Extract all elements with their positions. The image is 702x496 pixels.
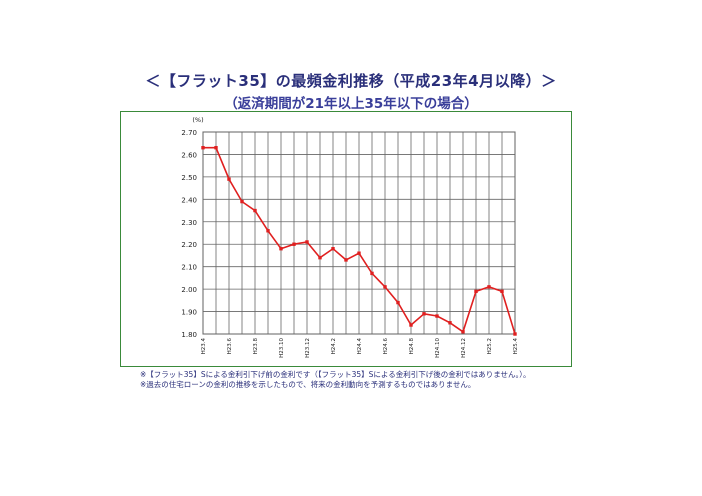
x-tick-label: H23.12 <box>305 338 311 358</box>
data-point <box>448 321 452 325</box>
chart-frame <box>120 111 572 367</box>
data-point <box>500 289 504 294</box>
data-point <box>214 146 218 150</box>
page-subtitle: （返済期間が21年以上35年以下の場合） <box>224 96 478 112</box>
x-tick-label: H24.6 <box>383 338 389 355</box>
x-tick-label: H23.6 <box>227 338 233 355</box>
data-point <box>201 146 205 150</box>
data-point <box>383 285 387 289</box>
x-tick-label: H25.4 <box>513 338 519 355</box>
footnote-2: ※過去の住宅ローンの金利の推移を示したもので、将来の金利動向を予測するものではあ… <box>140 380 476 389</box>
y-tick-label: 2.10 <box>181 264 197 272</box>
data-point <box>266 229 270 233</box>
y-tick-label: 2.70 <box>181 129 197 137</box>
x-tick-label: H23.4 <box>201 338 207 355</box>
y-tick-label: 2.40 <box>181 196 197 204</box>
x-tick-label: H24.8 <box>409 338 415 355</box>
y-tick-label: 2.00 <box>181 286 197 294</box>
x-tick-label: H23.8 <box>253 338 259 355</box>
data-point <box>487 285 491 289</box>
data-point <box>318 255 322 260</box>
data-point <box>253 208 257 213</box>
x-tick-label: H25.2 <box>487 338 493 354</box>
data-point <box>240 199 244 204</box>
data-point <box>305 240 309 244</box>
data-point <box>474 289 478 294</box>
data-point <box>513 332 517 336</box>
y-axis-unit-label: (%) <box>192 116 203 124</box>
data-point <box>461 330 465 334</box>
data-point <box>331 247 335 251</box>
data-point <box>422 312 426 316</box>
y-tick-label: 1.80 <box>181 331 197 339</box>
data-point <box>227 177 231 181</box>
x-tick-label: H24.10 <box>435 338 441 358</box>
x-tick-label: H24.2 <box>331 338 337 354</box>
footnote-1: ※【フラット35】Sによる金利引下げ前の金利です（【フラット35】Sによる金利引… <box>140 370 531 379</box>
data-point <box>344 258 348 262</box>
data-point <box>409 323 413 327</box>
y-tick-label: 2.60 <box>181 151 197 159</box>
y-tick-label: 2.50 <box>181 174 197 182</box>
page-title: ＜【フラット35】の最頻金利推移（平成23年4月以降）＞ <box>145 72 557 90</box>
x-tick-label: H23.10 <box>279 338 285 358</box>
x-tick-label: H24.4 <box>357 338 363 355</box>
data-point <box>370 271 374 276</box>
data-point <box>435 314 439 318</box>
data-point <box>357 251 361 255</box>
footnotes: ※【フラット35】Sによる金利引下げ前の金利です（【フラット35】Sによる金利引… <box>140 370 530 390</box>
data-point <box>279 247 283 251</box>
x-tick-label: H24.12 <box>461 338 467 358</box>
y-tick-label: 1.90 <box>181 309 197 317</box>
data-point <box>292 242 296 246</box>
y-tick-label: 2.30 <box>181 219 197 227</box>
y-tick-label: 2.20 <box>181 241 197 249</box>
data-point <box>396 300 400 305</box>
